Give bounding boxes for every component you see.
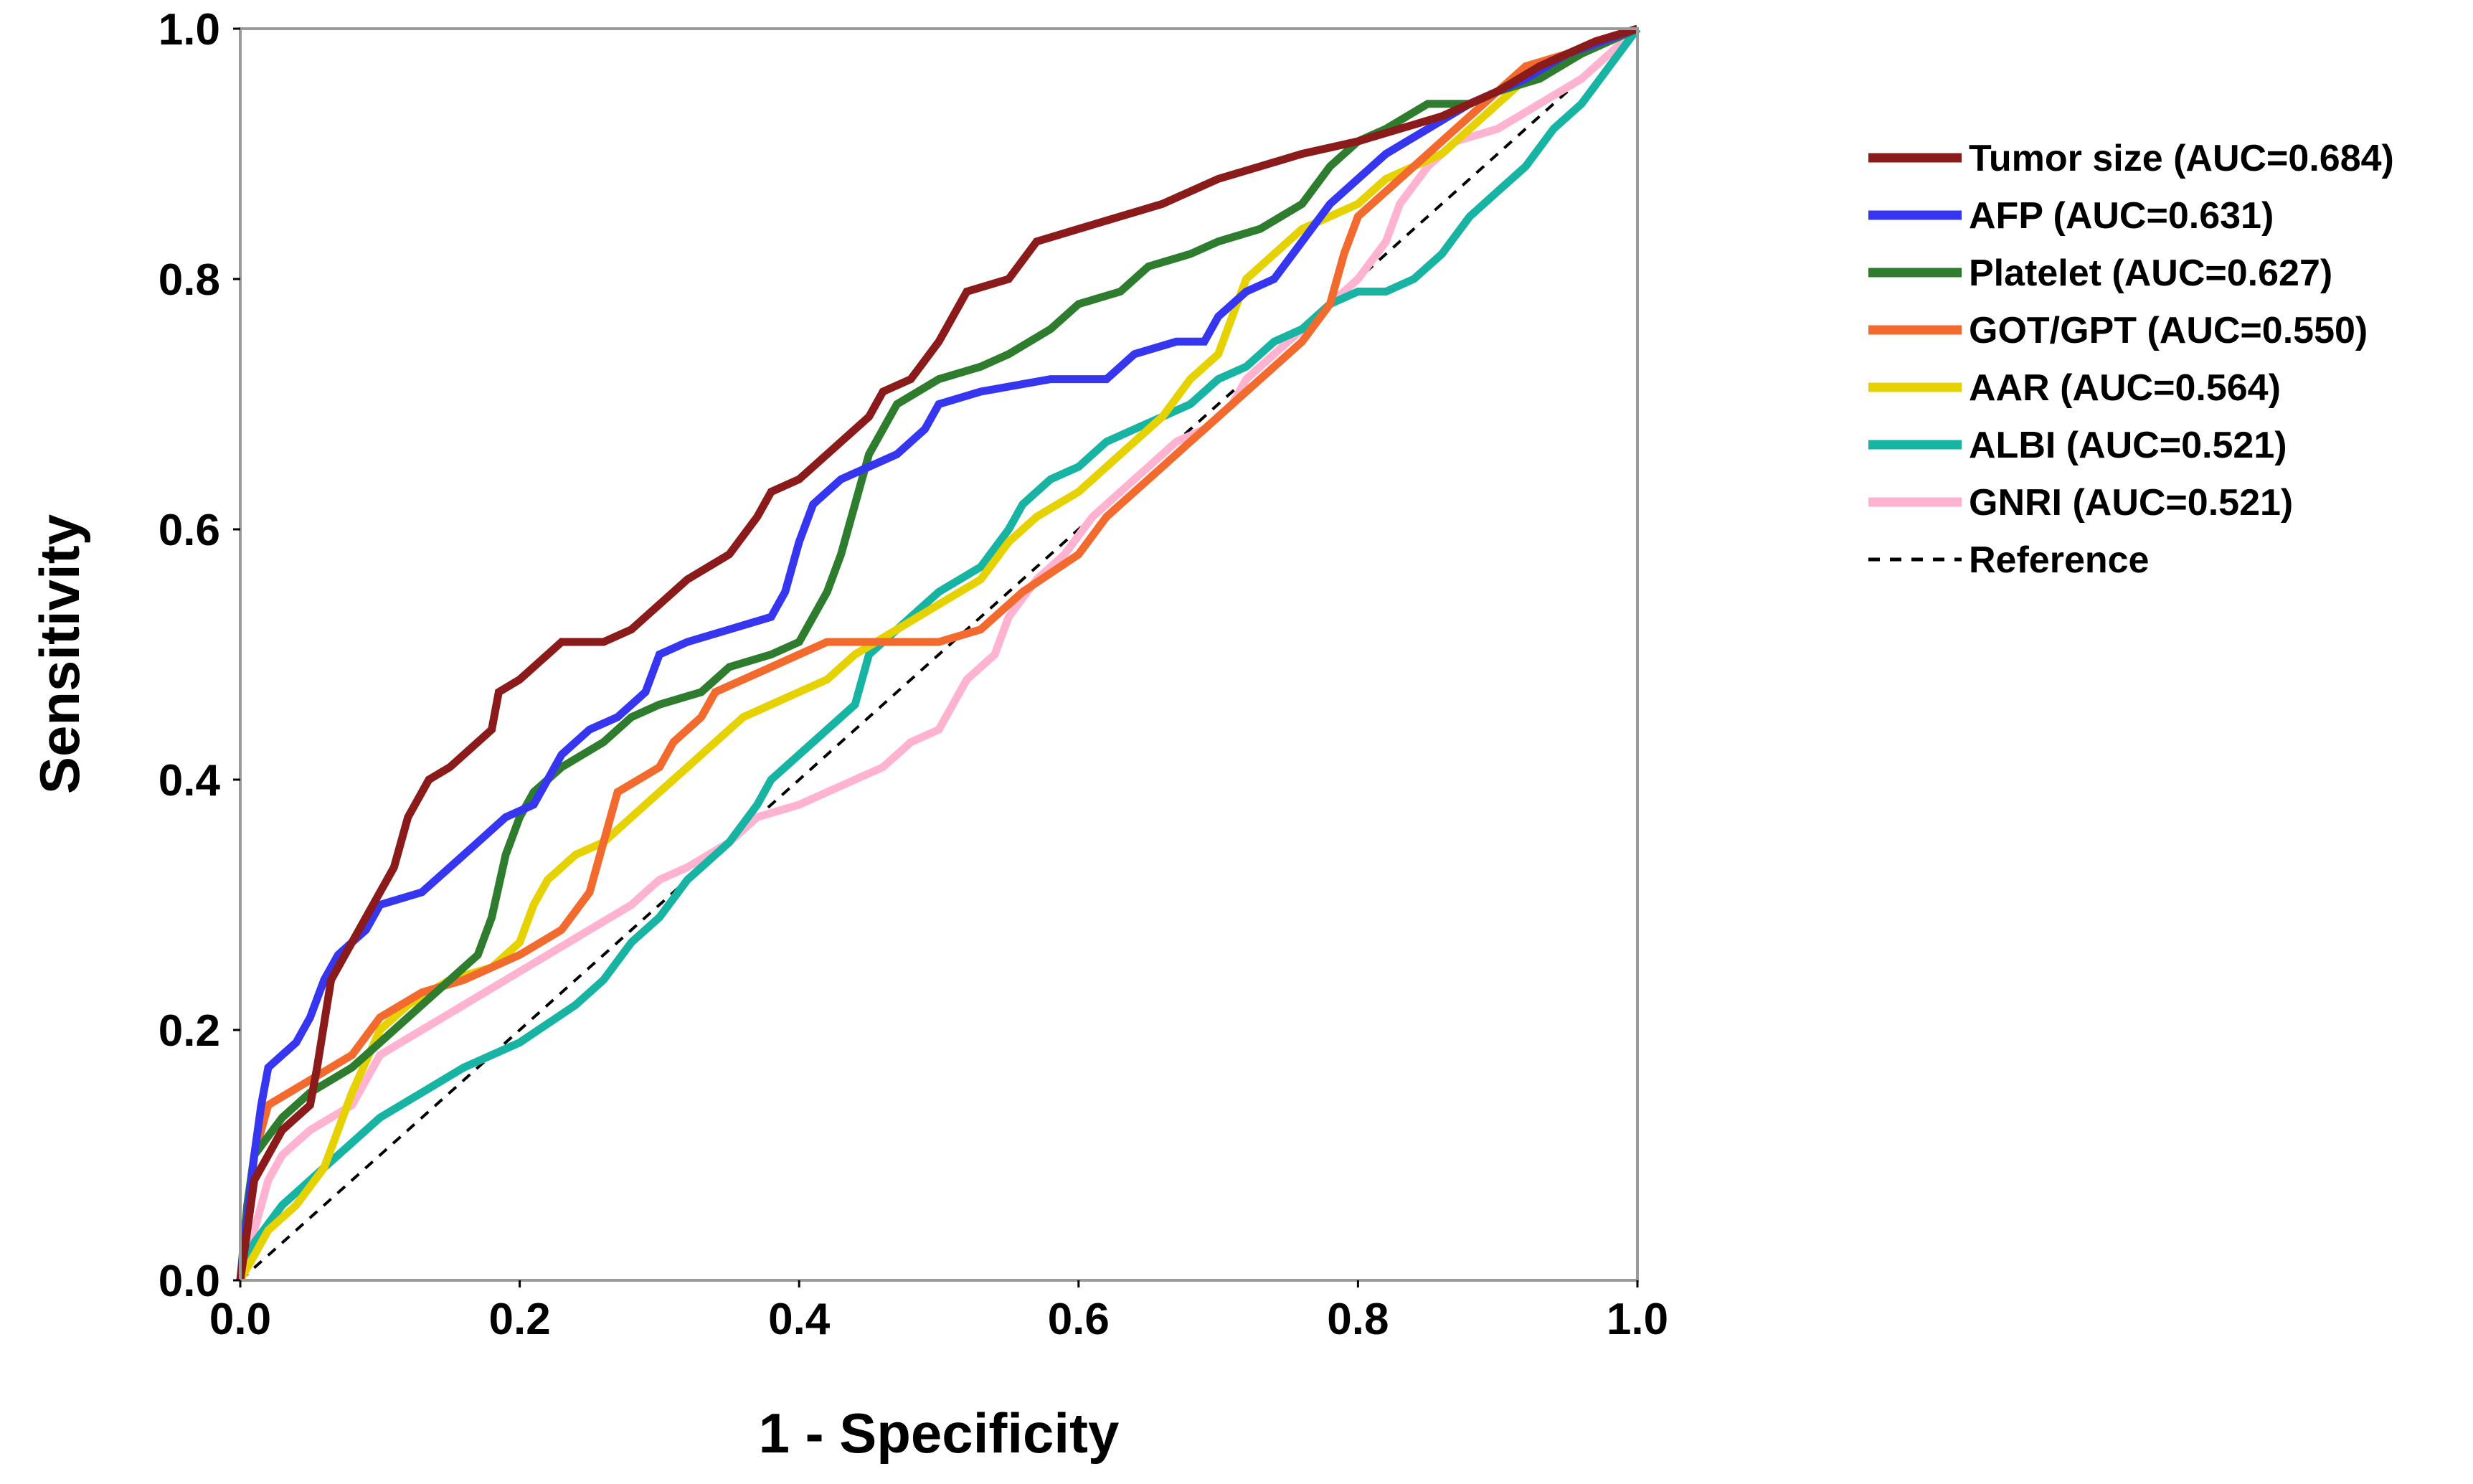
x-axis-ticks: 0.0 0.2 0.4 0.6 0.8 1.0 [209,1280,1668,1344]
legend-label-tumor-size: Tumor size (AUC=0.684) [1969,138,2394,179]
legend-label-albi: ALBI (AUC=0.521) [1969,425,2287,466]
legend-label-reference: Reference [1969,539,2149,581]
series-line-gnri [236,25,1640,1282]
x-tick-label: 0.4 [768,1295,831,1344]
series-line-platelet [236,24,1640,1281]
x-tick-label: 0.6 [1048,1295,1110,1344]
y-tick-label: 0.4 [159,756,221,805]
y-tick-label: 0.2 [159,1006,220,1056]
y-tick-label: 0.6 [159,506,220,555]
x-axis-title: 1 - Specificity [759,1402,1120,1465]
y-axis-ticks: 0.0 0.2 0.4 0.6 0.8 1.0 [159,5,240,1306]
legend-label-got-gpt: GOT/GPT (AUC=0.550) [1969,310,2368,351]
legend: Tumor size (AUC=0.684) AFP (AUC=0.631) Pla… [1868,138,2394,581]
legend-label-afp: AFP (AUC=0.631) [1969,195,2274,237]
series-line-reference [239,27,1639,1282]
x-tick-label: 0.8 [1327,1295,1389,1344]
x-tick-label: 0.2 [488,1295,550,1344]
y-tick-label: 0.0 [159,1257,220,1306]
legend-label-platelet: Platelet (AUC=0.627) [1969,252,2332,294]
y-tick-label: 1.0 [159,5,220,55]
x-tick-label: 0.0 [209,1295,271,1344]
y-axis-title: Sensitivity [28,514,91,794]
x-tick-label: 1.0 [1607,1295,1668,1344]
series-line-tumor-size [236,24,1639,1281]
series-line-albi [236,26,1641,1282]
y-tick-label: 0.8 [159,255,220,305]
plot-lines [236,24,1641,1282]
legend-label-gnri: GNRI (AUC=0.521) [1969,482,2293,524]
legend-label-aar: AAR (AUC=0.564) [1969,367,2281,409]
plot-frame [239,27,1639,1282]
